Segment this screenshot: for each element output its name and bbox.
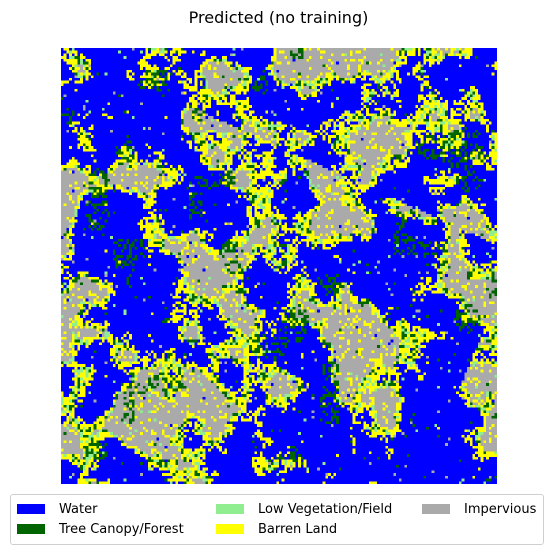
legend-label-low-vegetation: Low Vegetation/Field [258,501,393,517]
legend-item-low-vegetation: Low Vegetation/Field [216,499,392,519]
legend-item-water: Water [17,499,97,519]
legend-swatch-tree-canopy [17,524,45,534]
chart-title: Predicted (no training) [188,8,369,27]
segmentation-map [61,48,497,484]
legend-label-barren-land: Barren Land [258,521,338,537]
legend-item-barren-land: Barren Land [216,519,337,539]
legend-label-water: Water [59,501,98,517]
legend-label-impervious: Impervious [464,501,537,517]
legend-label-tree-canopy: Tree Canopy/Forest [59,521,184,537]
legend-swatch-low-vegetation [216,504,244,514]
legend: Water Tree Canopy/Forest Low Vegetation/… [10,494,544,545]
legend-item-tree-canopy: Tree Canopy/Forest [17,519,184,539]
legend-swatch-barren-land [216,524,244,534]
legend-swatch-water [17,504,45,514]
legend-swatch-impervious [422,504,450,514]
legend-item-impervious: Impervious [422,499,536,519]
